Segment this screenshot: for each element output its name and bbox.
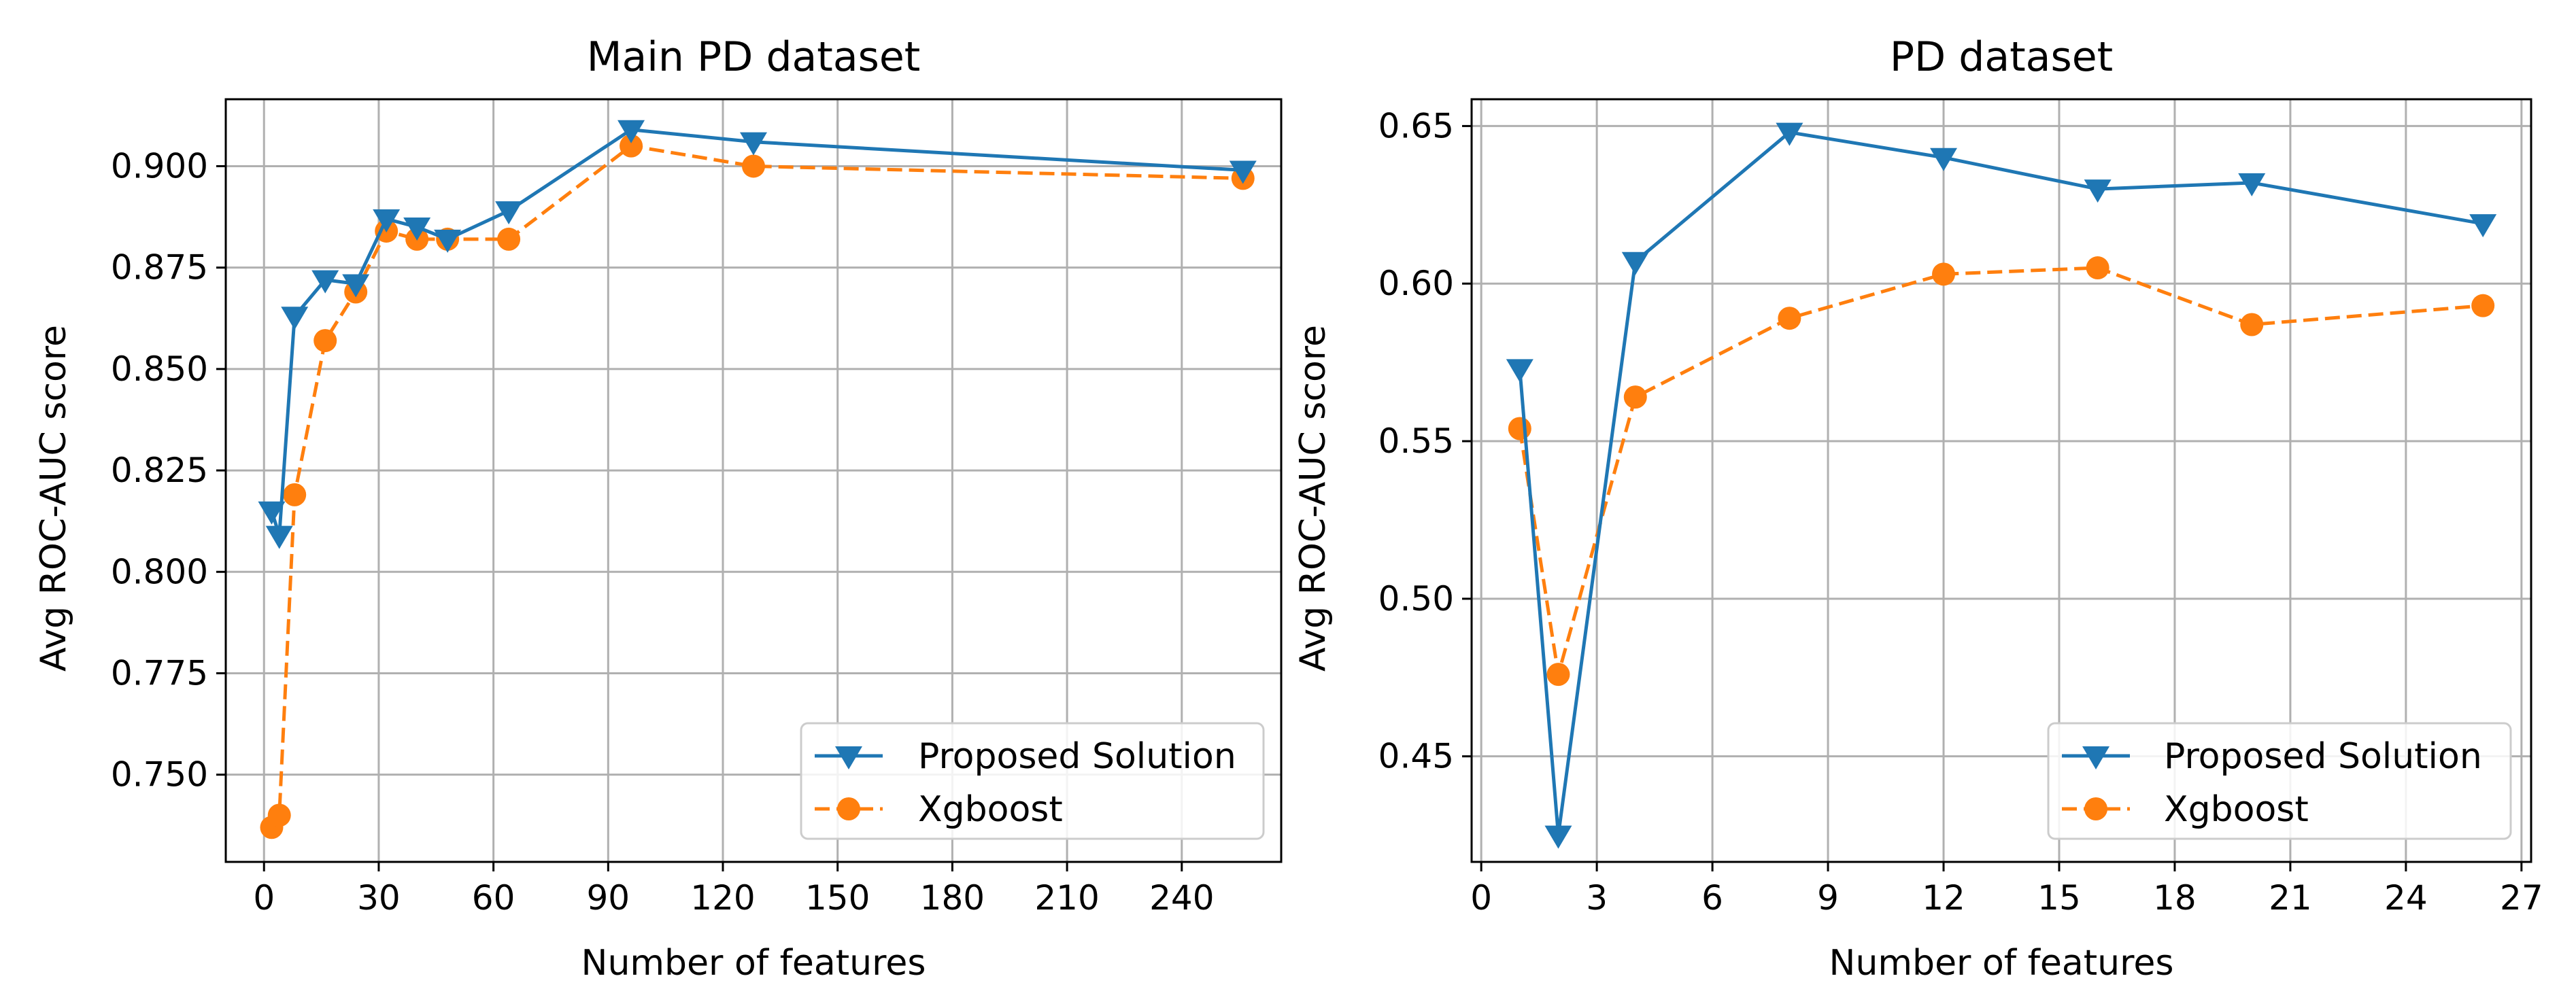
x-tick-label: 90	[587, 878, 630, 918]
y-tick-label: 0.900	[111, 146, 208, 186]
y-tick-label: 0.800	[111, 552, 208, 591]
legend-marker-proposed	[835, 746, 862, 769]
x-tick-label: 27	[2500, 878, 2543, 918]
data-point-proposed	[1621, 252, 1649, 275]
data-point-proposed	[1776, 122, 1803, 146]
y-tick-label: 0.45	[1378, 737, 1454, 776]
legend-marker-xgboost	[2084, 797, 2107, 820]
data-point-xgboost	[313, 329, 337, 353]
data-point-xgboost	[283, 483, 307, 506]
data-point-xgboost	[1932, 262, 1956, 286]
data-point-proposed	[617, 120, 645, 143]
data-point-xgboost	[2240, 313, 2264, 336]
chart-title: Main PD dataset	[587, 33, 921, 81]
plot-area	[224, 98, 1283, 863]
x-axis-label: Number of features	[1829, 943, 2174, 984]
data-point-proposed	[258, 501, 286, 525]
legend-marker-proposed	[2082, 746, 2109, 769]
data-point-xgboost	[1546, 663, 1570, 687]
data-point-proposed	[311, 270, 339, 294]
x-tick-label: 15	[2037, 878, 2081, 918]
data-point-proposed	[1506, 359, 1533, 383]
data-point-proposed	[2238, 173, 2266, 196]
x-tick-label: 24	[2384, 878, 2428, 918]
y-tick-label: 0.55	[1378, 421, 1454, 461]
x-tick-label: 60	[472, 878, 515, 918]
y-tick-label: 0.60	[1378, 264, 1454, 303]
x-tick-label: 180	[920, 878, 985, 918]
series-line-xgboost	[270, 144, 1243, 829]
data-point-xgboost	[1623, 385, 1647, 409]
chart-title: PD dataset	[1890, 33, 2113, 81]
y-tick-label: 0.50	[1378, 579, 1454, 619]
data-point-xgboost	[2086, 256, 2109, 280]
data-point-xgboost	[267, 803, 291, 827]
legend-frame	[2047, 722, 2512, 840]
data-point-xgboost	[1508, 417, 1531, 440]
y-tick-label: 0.750	[111, 755, 208, 795]
x-tick-label: 12	[1922, 878, 1965, 918]
data-point-proposed	[373, 209, 401, 233]
x-tick-label: 0	[1470, 878, 1492, 918]
y-tick-label: 0.825	[111, 451, 208, 490]
x-tick-label: 120	[690, 878, 755, 918]
data-point-proposed	[265, 525, 293, 549]
data-point-xgboost	[1778, 307, 1801, 330]
legend-label-xgboost: Xgboost	[918, 789, 1063, 830]
x-tick-label: 9	[1817, 878, 1839, 918]
x-tick-label: 21	[2269, 878, 2312, 918]
data-point-proposed	[1229, 160, 1257, 184]
data-point-proposed	[740, 132, 767, 156]
y-tick-label: 0.65	[1378, 106, 1454, 145]
data-point-xgboost	[2471, 294, 2495, 317]
y-axis-label: Avg ROC-AUC score	[33, 325, 74, 672]
data-point-proposed	[1930, 148, 1958, 171]
legend: Proposed Solution Xgboost	[2047, 722, 2512, 840]
legend-frame	[800, 722, 1265, 840]
legend-label-proposed: Proposed Solution	[2164, 736, 2482, 777]
y-axis-label: Avg ROC-AUC score	[1293, 325, 1334, 672]
x-tick-label: 210	[1034, 878, 1099, 918]
data-point-proposed	[434, 229, 462, 253]
axes-frame	[224, 98, 1283, 863]
data-point-xgboost	[620, 134, 643, 158]
plot-area	[1470, 98, 2532, 863]
x-tick-label: 0	[253, 878, 275, 918]
legend-marker-xgboost	[837, 797, 860, 820]
legend-label-proposed: Proposed Solution	[918, 736, 1236, 777]
data-point-xgboost	[742, 154, 765, 178]
legend-label-xgboost: Xgboost	[2164, 789, 2309, 830]
x-tick-label: 18	[2153, 878, 2197, 918]
y-tick-label: 0.775	[111, 653, 208, 693]
data-point-proposed	[2469, 214, 2497, 238]
series-line-proposed	[1518, 131, 2484, 837]
data-point-proposed	[495, 201, 523, 225]
data-point-proposed	[1544, 825, 1572, 849]
pd-chart: PD dataset Number of features Avg ROC-AU…	[1293, 33, 2543, 984]
data-point-proposed	[342, 274, 370, 298]
x-axis-label: Number of features	[581, 943, 926, 984]
data-point-proposed	[403, 217, 431, 241]
main-pd-chart: Main PD dataset Number of features Avg R…	[33, 33, 1283, 984]
data-point-proposed	[281, 307, 309, 330]
y-tick-label: 0.850	[111, 349, 208, 389]
x-tick-label: 150	[805, 878, 870, 918]
axes-frame	[1470, 98, 2532, 863]
grid: 0 3 6 9 12 15 18 21 24 27 0.45 0.50 0.55 0.60 0.65	[1378, 99, 2543, 918]
y-tick-label: 0.875	[111, 248, 208, 288]
x-tick-label: 6	[1701, 878, 1723, 918]
data-point-xgboost	[497, 227, 521, 251]
x-tick-label: 240	[1149, 878, 1214, 918]
data-point-proposed	[2084, 179, 2112, 203]
series-line-proposed	[270, 128, 1243, 538]
x-tick-label: 30	[357, 878, 401, 918]
series-line-xgboost	[1518, 266, 2484, 676]
x-tick-label: 3	[1586, 878, 1608, 918]
legend: Proposed Solution Xgboost	[800, 722, 1265, 840]
